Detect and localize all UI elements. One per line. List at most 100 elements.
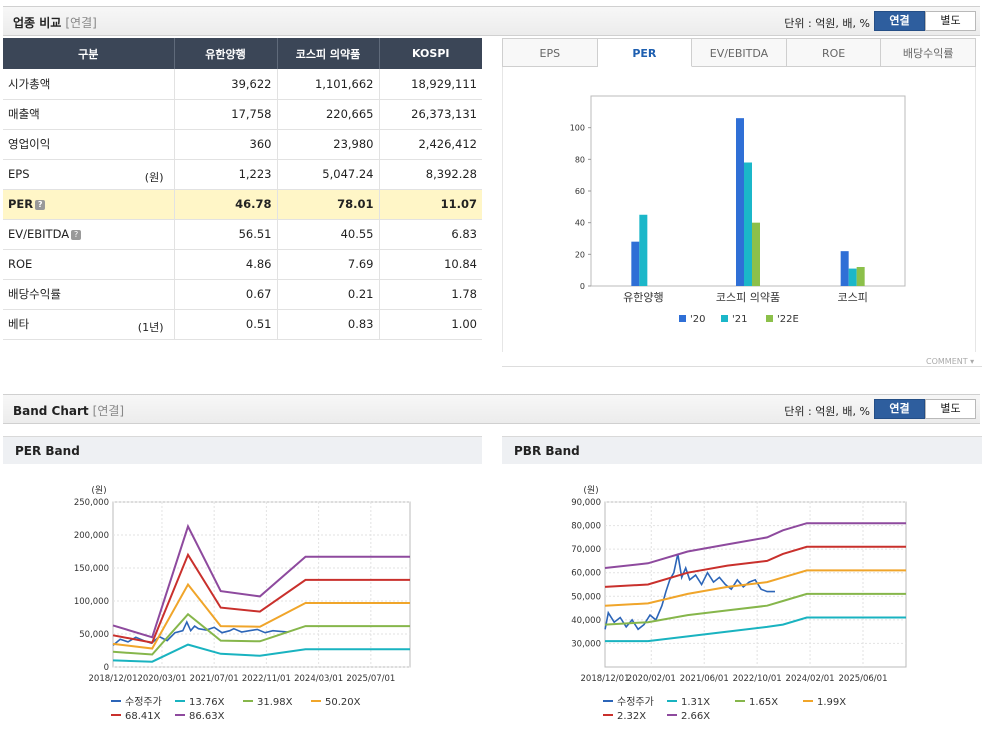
x-tick-label: 2022/11/01 <box>242 674 291 684</box>
y-tick-label: 150,000 <box>74 564 109 574</box>
table-header-row: 구분 유한양행 코스피 의약품 KOSPI <box>3 38 482 69</box>
legend-label: 31.98X <box>257 697 293 708</box>
legend-label: 1.65X <box>749 697 778 708</box>
x-tick-label: 2024/02/01 <box>786 674 835 684</box>
row-unit: (원) <box>144 170 164 184</box>
y-tick-label: 50,000 <box>79 630 109 640</box>
row-label: EPS (원) <box>3 159 175 190</box>
table-cell: 0.67 <box>174 279 278 310</box>
band-unit-label: 단위 : 억원, 배, % <box>784 405 870 418</box>
series-line <box>112 643 410 663</box>
col-header: 유한양행 <box>174 38 278 69</box>
table-cell: 40.55 <box>277 219 380 250</box>
x-tick-label: 2024/03/01 <box>294 674 343 684</box>
x-tick-label: 2018/12/01 <box>581 674 630 684</box>
band-toggle-separate[interactable]: 별도 <box>925 399 976 419</box>
x-tick-label: 유한양행 <box>623 291 663 304</box>
legend-label: 수정주가 <box>125 696 162 708</box>
table-row: EV/EBITDA? 56.51 40.55 6.83 <box>3 219 482 250</box>
tab--[interactable]: 배당수익률 <box>881 38 976 67</box>
y-tick-label: 250,000 <box>74 498 109 508</box>
legend-label: '22E <box>777 314 799 325</box>
legend-label: 수정주가 <box>617 696 654 708</box>
col-header: 코스피 의약품 <box>277 38 380 69</box>
row-label-text: 영업이익 <box>8 137 51 151</box>
table-cell: 11.07 <box>379 189 482 220</box>
table-row: PER? 46.78 78.01 11.07 <box>3 189 482 220</box>
help-icon[interactable]: ? <box>71 230 82 240</box>
legend-label: 2.32X <box>617 711 646 722</box>
row-label-text: 베타 <box>8 317 30 331</box>
band-header: Band Chart [연결] 단위 : 억원, 배, % 연결 별도 <box>3 394 980 424</box>
row-label: 시가총액 <box>3 69 175 100</box>
x-tick-label: 2025/07/01 <box>346 674 395 684</box>
x-tick-label: 2022/10/01 <box>733 674 782 684</box>
x-tick-label: 2021/06/01 <box>680 674 729 684</box>
legend-label: 13.76X <box>189 697 225 708</box>
band-title: Band Chart [연결] <box>13 404 125 418</box>
y-tick-label: 0 <box>580 282 585 291</box>
pbr-band-header: PBR Band <box>502 436 982 464</box>
tab-roe[interactable]: ROE <box>786 38 882 67</box>
per-band-header: PER Band <box>3 436 482 464</box>
band-toggle-consolidated[interactable]: 연결 <box>874 399 925 419</box>
row-label: 매출액 <box>3 99 175 130</box>
series-line <box>604 569 906 607</box>
y-tick-label: 50,000 <box>571 592 601 602</box>
band-toggle: 연결 별도 <box>874 399 976 419</box>
col-header: KOSPI <box>379 38 482 69</box>
pbr-band-title: PBR Band <box>514 444 580 458</box>
per-chart-panel: 0 20 40 60 80 100 유한양행 코스피 의약품 코스피 '20 '21 '22E <box>502 67 976 352</box>
comment-toggle[interactable]: COMMENT ▾ <box>926 357 975 366</box>
bar <box>744 162 752 286</box>
table-cell: 46.78 <box>174 189 278 220</box>
row-label: EV/EBITDA? <box>3 219 175 250</box>
per-band-chart: 2018/12/01 2020/03/01 2021/07/01 2022/11/01… <box>74 485 411 722</box>
series-line <box>604 592 906 626</box>
table-cell: 39,622 <box>174 69 278 100</box>
table-cell: 360 <box>174 129 278 160</box>
per-band-title: PER Band <box>15 444 80 458</box>
y-tick-label: 30,000 <box>571 639 601 649</box>
table-cell: 1.00 <box>379 309 482 340</box>
comparison-subtitle: [연결] <box>65 16 97 30</box>
table-row: 매출액 17,758 220,665 26,373,131 <box>3 99 482 130</box>
tab-per[interactable]: PER <box>597 38 693 67</box>
row-label: 영업이익 <box>3 129 175 160</box>
row-label-text: EPS <box>8 167 30 181</box>
row-label: ROE <box>3 249 175 280</box>
y-tick-label: 20 <box>575 250 585 259</box>
row-label-text: 배당수익률 <box>8 287 61 301</box>
x-tick-label: 2020/03/01 <box>137 674 186 684</box>
tab-ev-ebitda[interactable]: EV/EBITDA <box>692 38 787 67</box>
row-label: 베타 (1년) <box>3 309 175 340</box>
x-tick-label: 2025/06/01 <box>839 674 888 684</box>
toggle-consolidated[interactable]: 연결 <box>874 11 925 31</box>
y-tick-label: 70,000 <box>571 545 601 555</box>
toggle-separate[interactable]: 별도 <box>925 11 976 31</box>
table-cell: 4.86 <box>174 249 278 280</box>
legend-label: 86.63X <box>189 711 225 722</box>
plot-area <box>112 501 411 668</box>
unit-label: 단위 : 억원, 배, % <box>784 17 870 30</box>
help-icon[interactable]: ? <box>35 200 46 210</box>
table-cell: 5,047.24 <box>277 159 380 190</box>
row-label: 배당수익률 <box>3 279 175 310</box>
table-row: 영업이익 360 23,980 2,426,412 <box>3 129 482 160</box>
table-cell: 0.83 <box>277 309 380 340</box>
y-tick-label: 90,000 <box>571 498 601 508</box>
series-line <box>604 522 906 569</box>
x-tick-label: 코스피 <box>837 291 867 304</box>
tab-eps[interactable]: EPS <box>502 38 598 67</box>
table-cell: 26,373,131 <box>379 99 482 130</box>
table-cell: 1,223 <box>174 159 278 190</box>
bar <box>736 118 744 286</box>
y-tick-label: 80 <box>575 155 585 164</box>
table-cell: 1.78 <box>379 279 482 310</box>
bar <box>639 214 648 286</box>
metric-tabs: EPS PER EV/EBITDA ROE 배당수익률 <box>502 38 976 67</box>
series-line <box>112 552 410 644</box>
table-cell: 6.83 <box>379 219 482 250</box>
consolidation-toggle: 연결 별도 <box>874 11 976 31</box>
